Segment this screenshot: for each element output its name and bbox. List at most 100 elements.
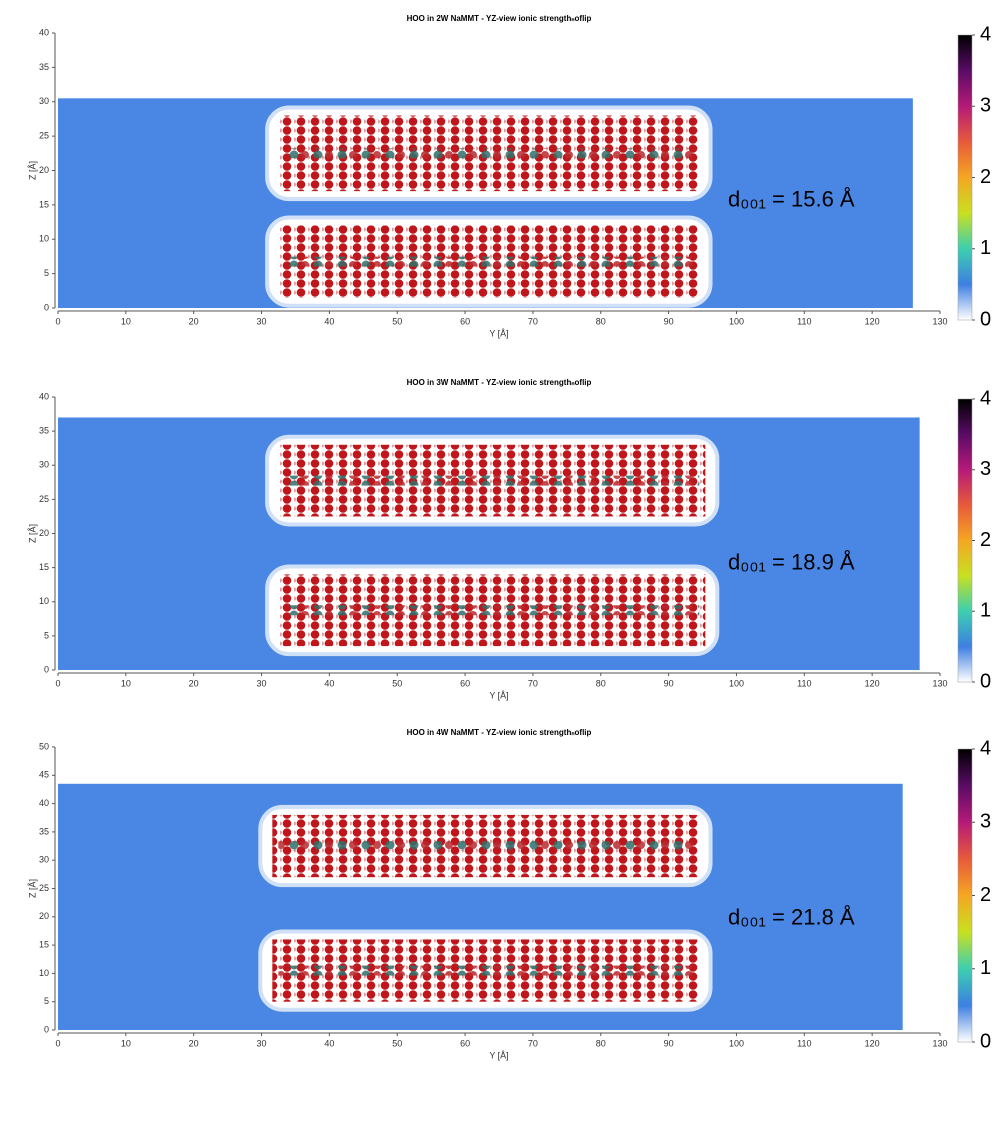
y-tick-label: 15 <box>39 562 49 572</box>
x-tick-label: 90 <box>664 316 674 326</box>
x-tick-label: 100 <box>729 316 744 326</box>
colorbar <box>958 35 972 320</box>
figure: 0102030405060708090100110120130051015202… <box>0 0 1000 1140</box>
x-tick-label: 10 <box>121 316 131 326</box>
x-tick-label: 0 <box>55 1038 60 1048</box>
x-tick-label: 100 <box>729 1038 744 1048</box>
colorbar-tick-label: 3 <box>980 458 991 480</box>
y-axis-label: Z [Å] <box>27 161 37 180</box>
y-tick-label: 0 <box>44 1024 49 1034</box>
colorbar-tick-label: 1 <box>980 237 991 259</box>
atoms <box>278 841 692 851</box>
y-tick-label: 20 <box>39 911 49 921</box>
annotation: d₀₀₁ = 18.9 Å <box>728 549 855 574</box>
colorbar-tick-label: 4 <box>980 737 991 759</box>
x-tick-label: 120 <box>865 316 880 326</box>
colorbar-tick-label: 0 <box>980 670 991 692</box>
chart-title: HOO in 4W NaMMT - YZ-view ionic strength… <box>407 728 592 737</box>
x-tick-label: 50 <box>392 1038 402 1048</box>
x-tick-label: 110 <box>797 678 811 688</box>
x-tick-label: 90 <box>664 678 674 688</box>
y-tick-label: 40 <box>39 391 49 401</box>
x-tick-label: 20 <box>189 316 199 326</box>
y-tick-label: 45 <box>39 770 49 780</box>
y-tick-label: 40 <box>39 27 49 37</box>
x-tick-label: 10 <box>121 678 131 688</box>
atoms <box>285 476 699 486</box>
colorbar-tick-label: 1 <box>980 600 991 622</box>
y-tick-label: 20 <box>39 528 49 538</box>
x-tick-label: 40 <box>324 1038 334 1048</box>
atoms <box>278 966 692 976</box>
x-axis-label: Y [Å] <box>489 1050 508 1060</box>
y-tick-label: 5 <box>44 268 49 278</box>
x-tick-label: 80 <box>596 1038 606 1048</box>
x-tick-label: 130 <box>932 316 947 326</box>
atoms <box>285 148 692 158</box>
y-tick-label: 10 <box>39 968 49 978</box>
x-tick-label: 80 <box>596 316 606 326</box>
x-tick-label: 130 <box>932 1038 947 1048</box>
colorbar-tick-label: 4 <box>980 387 991 409</box>
y-tick-label: 50 <box>39 741 49 751</box>
x-tick-label: 40 <box>324 678 334 688</box>
x-tick-label: 130 <box>932 678 947 688</box>
x-tick-label: 110 <box>797 316 811 326</box>
y-tick-label: 5 <box>44 996 49 1006</box>
x-tick-label: 0 <box>55 678 60 688</box>
x-tick-label: 60 <box>460 316 470 326</box>
x-axis-label: Y [Å] <box>489 690 508 700</box>
y-tick-label: 20 <box>39 165 49 175</box>
y-tick-label: 35 <box>39 826 49 836</box>
y-tick-label: 30 <box>39 460 49 470</box>
colorbar-tick-label: 4 <box>980 23 991 45</box>
x-tick-label: 70 <box>528 1038 538 1048</box>
x-tick-label: 120 <box>865 1038 880 1048</box>
colorbar <box>958 749 972 1042</box>
x-tick-label: 120 <box>865 678 880 688</box>
colorbar <box>958 399 972 682</box>
y-tick-label: 25 <box>39 494 49 504</box>
x-tick-label: 30 <box>257 678 267 688</box>
x-tick-label: 50 <box>392 316 402 326</box>
y-tick-label: 15 <box>39 199 49 209</box>
y-tick-label: 5 <box>44 630 49 640</box>
y-tick-label: 0 <box>44 302 49 312</box>
colorbar-tick-label: 3 <box>980 95 991 117</box>
colorbar-tick-label: 3 <box>980 811 991 833</box>
y-tick-label: 25 <box>39 131 49 141</box>
x-tick-label: 70 <box>528 678 538 688</box>
x-tick-label: 110 <box>797 1038 811 1048</box>
y-tick-label: 15 <box>39 939 49 949</box>
y-tick-label: 40 <box>39 798 49 808</box>
y-tick-label: 30 <box>39 855 49 865</box>
chart-title: HOO in 2W NaMMT - YZ-view ionic strength… <box>407 14 592 23</box>
x-tick-label: 0 <box>55 316 60 326</box>
colorbar-tick-label: 1 <box>980 957 991 979</box>
atoms <box>285 605 699 615</box>
y-tick-label: 10 <box>39 234 49 244</box>
x-axis-label: Y [Å] <box>489 328 508 338</box>
y-axis-label: Z [Å] <box>27 879 37 898</box>
x-tick-label: 30 <box>257 316 267 326</box>
atoms <box>285 257 692 267</box>
x-tick-label: 30 <box>257 1038 267 1048</box>
y-tick-label: 35 <box>39 426 49 436</box>
colorbar-tick-label: 0 <box>980 308 991 330</box>
x-tick-label: 60 <box>460 678 470 688</box>
y-tick-label: 35 <box>39 62 49 72</box>
x-tick-label: 70 <box>528 316 538 326</box>
y-tick-label: 10 <box>39 596 49 606</box>
colorbar-tick-label: 2 <box>980 529 991 551</box>
y-tick-label: 0 <box>44 664 49 674</box>
x-tick-label: 50 <box>392 678 402 688</box>
x-tick-label: 20 <box>189 678 199 688</box>
x-tick-label: 60 <box>460 1038 470 1048</box>
x-tick-label: 40 <box>324 316 334 326</box>
colorbar-tick-label: 0 <box>980 1030 991 1052</box>
chart-title: HOO in 3W NaMMT - YZ-view ionic strength… <box>407 378 592 387</box>
y-tick-label: 30 <box>39 96 49 106</box>
x-tick-label: 20 <box>189 1038 199 1048</box>
y-axis-label: Z [Å] <box>27 524 37 543</box>
colorbar-tick-label: 2 <box>980 166 991 188</box>
